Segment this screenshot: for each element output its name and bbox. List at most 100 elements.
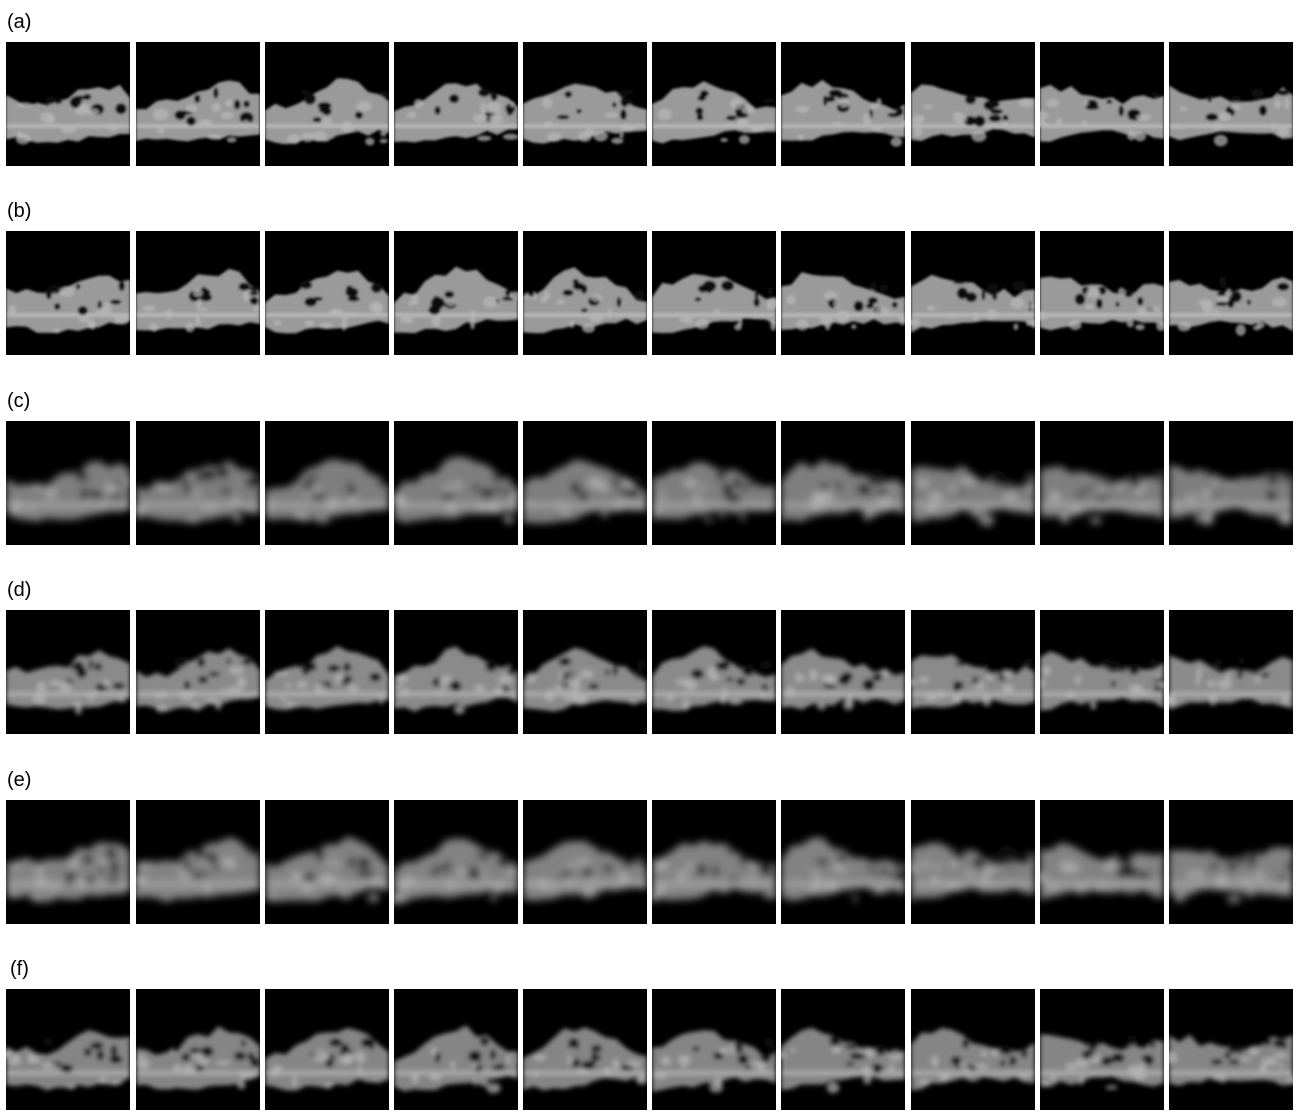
frame	[1165, 989, 1298, 1110]
smoke-puff	[1065, 691, 1076, 699]
smoke-puff	[748, 881, 753, 886]
smoke-puff	[786, 686, 794, 698]
smoke-hole	[1022, 469, 1034, 477]
smoke-puff	[563, 509, 569, 518]
smoke-hole	[1127, 1036, 1138, 1045]
smoke-puff	[965, 1066, 970, 1076]
smoke-puff	[1126, 319, 1133, 328]
smoke-puff	[412, 1073, 419, 1084]
smoke-puff	[953, 113, 967, 124]
smoke-puff	[407, 112, 417, 118]
smoke-puff	[46, 488, 57, 499]
smoke-puff	[345, 484, 350, 490]
panel-label: (c)	[7, 390, 30, 412]
smoke-puff	[1218, 112, 1231, 121]
smoke-hole	[473, 485, 480, 491]
smoke-line	[394, 124, 518, 128]
smoke-puff	[666, 692, 673, 701]
smoke-hole	[432, 869, 438, 876]
smoke-puff	[156, 705, 168, 712]
smoke-hole	[962, 1039, 969, 1049]
smoke-line	[136, 882, 260, 886]
smoke-puff	[563, 875, 572, 886]
smoke-puff	[594, 480, 600, 489]
smoke-puff	[335, 673, 345, 683]
smoke-puff	[272, 1066, 280, 1078]
smoke-puff	[839, 97, 850, 108]
smoke-hole	[213, 87, 218, 98]
smoke-puff	[589, 877, 596, 881]
smoke-puff	[1135, 487, 1141, 496]
smoke-hole	[579, 491, 587, 502]
smoke-hole	[713, 865, 719, 877]
smoke-puff	[1033, 873, 1047, 881]
smoke-puff	[61, 126, 76, 133]
frame	[652, 421, 776, 545]
smoke-puff	[1260, 1063, 1267, 1073]
smoke-hole	[1206, 468, 1217, 477]
smoke-puff	[59, 681, 72, 692]
smoke-puff	[618, 872, 629, 882]
smoke-puff	[227, 137, 237, 142]
smoke-puff	[1216, 878, 1227, 889]
smoke-puff	[912, 115, 923, 124]
smoke-hole	[1215, 658, 1222, 668]
smoke-hole	[109, 1056, 122, 1064]
smoke-puff	[636, 882, 645, 887]
smoke-puff	[863, 1074, 872, 1084]
smoke-puff	[1212, 310, 1220, 317]
smoke-hole	[300, 281, 313, 289]
smoke-hole	[742, 486, 750, 491]
smoke-hole	[1150, 658, 1156, 663]
smoke-puff	[557, 299, 565, 305]
smoke-puff	[1206, 681, 1217, 687]
smoke-puff	[619, 480, 635, 490]
frame	[265, 42, 389, 166]
smoke-puff	[812, 869, 818, 877]
smoke-puff	[492, 886, 504, 895]
smoke-line	[1169, 503, 1293, 507]
smoke-puff	[9, 893, 20, 898]
panel-label: (a)	[7, 11, 31, 33]
smoke-hole	[200, 872, 207, 876]
smoke-line	[6, 313, 130, 317]
smoke-puff	[1084, 480, 1089, 486]
smoke-puff	[659, 492, 664, 501]
smoke-puff	[729, 701, 743, 705]
frame	[1033, 800, 1164, 924]
smoke-puff	[751, 125, 767, 131]
smoke-puff	[1239, 877, 1253, 881]
smoke-hole	[1020, 488, 1024, 492]
smoke-puff	[798, 134, 804, 141]
frame	[781, 610, 905, 734]
smoke-hole	[1277, 90, 1290, 96]
smoke-puff	[1128, 1065, 1142, 1076]
smoke-puff	[1089, 517, 1101, 524]
smoke-puff	[619, 132, 624, 138]
smoke-puff	[1084, 101, 1089, 106]
smoke-hole	[722, 484, 732, 496]
smoke-puff	[564, 696, 579, 700]
smoke-puff	[153, 691, 168, 698]
smoke-puff	[1039, 678, 1045, 690]
smoke-line	[394, 503, 518, 507]
smoke-puff	[164, 310, 173, 319]
smoke-hole	[449, 94, 459, 103]
frame	[136, 610, 260, 734]
smoke-hole	[492, 1065, 505, 1070]
smoke-puff	[190, 703, 200, 707]
smoke-puff	[505, 515, 513, 523]
smoke-hole	[330, 1054, 335, 1061]
frame	[652, 610, 776, 734]
smoke-hole	[992, 292, 997, 301]
smoke-puff	[822, 499, 837, 503]
smoke-hole	[725, 659, 729, 671]
smoke-puff	[1272, 297, 1287, 307]
smoke-puff	[205, 698, 218, 703]
smoke-puff	[499, 675, 512, 687]
frame	[523, 231, 647, 355]
smoke-puff	[1274, 100, 1281, 108]
smoke-puff	[1278, 880, 1287, 890]
smoke-puff	[718, 1048, 729, 1054]
smoke-puff	[965, 871, 976, 877]
